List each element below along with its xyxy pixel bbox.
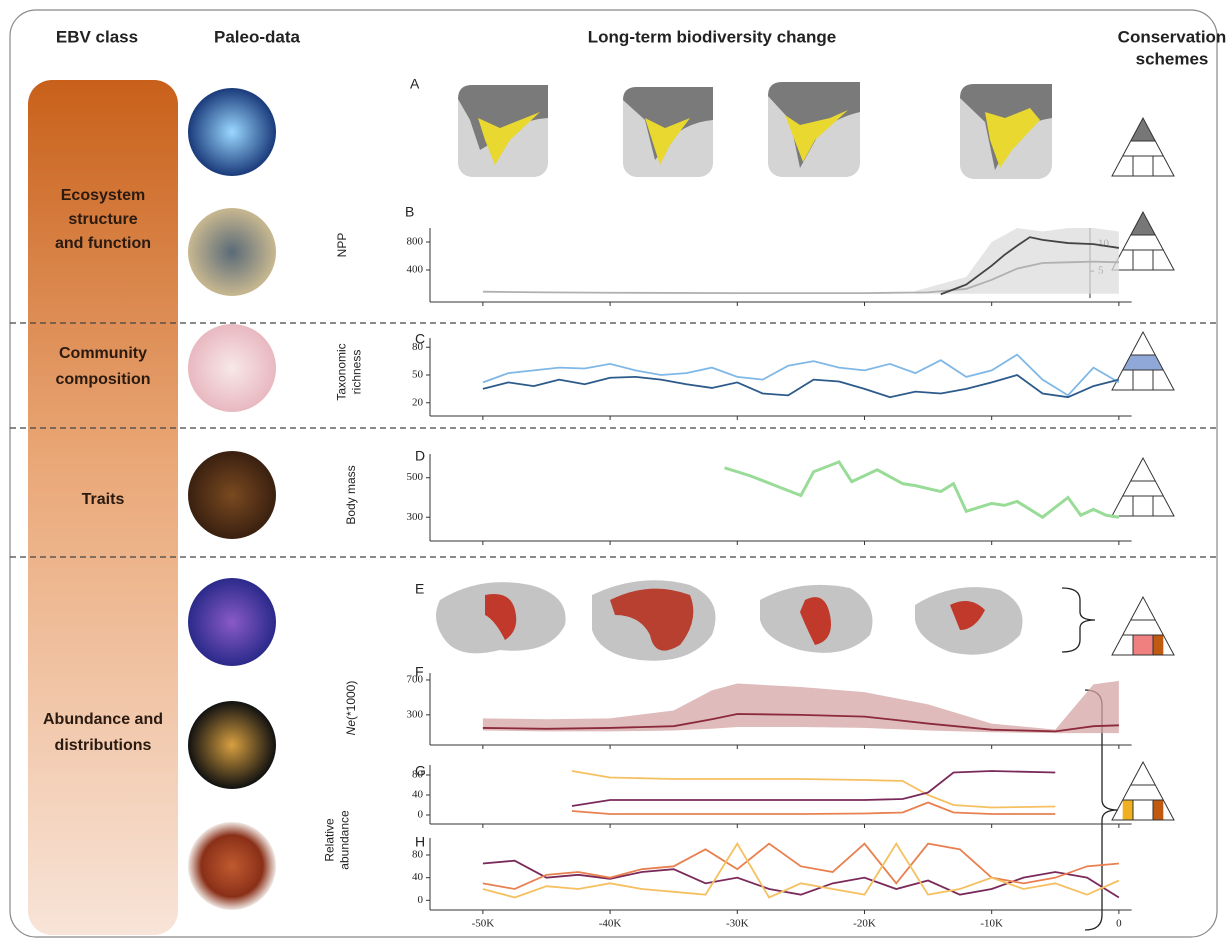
header: Long-term biodiversity change — [588, 27, 836, 46]
panel-letter: D — [415, 448, 425, 464]
series-line — [482, 260, 1119, 295]
series-line — [482, 713, 1119, 733]
series-line — [482, 842, 1119, 890]
pyramid — [1111, 116, 1175, 177]
pyramid — [1111, 760, 1175, 821]
y-axis-label-italic: Ne — [344, 720, 358, 736]
pyramid-cell — [1133, 635, 1153, 655]
brace — [1061, 587, 1096, 653]
series-line — [571, 770, 1056, 807]
series-line — [940, 236, 1120, 296]
pyramid — [1111, 456, 1175, 517]
panel-letter: E — [415, 581, 424, 597]
y-tick-label: 40 — [412, 871, 424, 883]
y-tick-label: 0 — [418, 894, 424, 906]
ebv-label: distributions — [55, 737, 152, 754]
ebv-label: Abundance and — [43, 711, 163, 728]
paleo-images — [188, 88, 276, 910]
maps-a — [458, 82, 1052, 179]
y-axis-label: Taxonomic — [335, 343, 349, 400]
pyramid — [1111, 595, 1175, 656]
y-axis-label-text: Relative — [323, 818, 337, 862]
y-tick-label: 300 — [407, 511, 424, 523]
ebv-label: Ecosystem — [61, 187, 146, 204]
y-tick-label: 800 — [407, 236, 424, 248]
x-tick-label: 0 — [1116, 918, 1122, 930]
ebv-label: Traits — [82, 491, 125, 508]
series-line — [724, 460, 1120, 520]
pyramid-cell — [1130, 212, 1156, 235]
series-line — [571, 770, 1056, 809]
pyramid-cell — [1122, 355, 1164, 370]
pyramid — [1111, 210, 1175, 271]
y-tick-label: 0 — [418, 809, 424, 821]
y-axis-label: NPP — [335, 233, 349, 258]
y-tick-label: 500 — [407, 471, 424, 483]
series-line — [482, 353, 1120, 397]
x-tick-label: -40K — [599, 918, 622, 930]
y-tick-label: 700 — [407, 674, 424, 686]
pyramid-cell — [1122, 800, 1133, 820]
y-axis-label: Relative — [323, 818, 337, 862]
ebv-label: Community — [59, 345, 147, 362]
y-tick-label: 80 — [412, 769, 424, 781]
y-axis-label: Ne(*1000) — [344, 681, 358, 736]
panel-letter: F — [415, 664, 424, 680]
y-tick-label: 80 — [412, 849, 424, 861]
header: schemes — [1136, 49, 1209, 68]
ebv-label: composition — [55, 371, 150, 388]
y-axis-label-text: NPP — [335, 233, 349, 258]
header: Paleo-data — [214, 27, 301, 46]
y-tick-label: 400 — [407, 264, 424, 276]
dividers — [10, 322, 1217, 558]
y-axis-label-text: Taxonomic — [335, 343, 349, 400]
y-tick-label: 50 — [412, 369, 424, 381]
maps-e — [436, 580, 1023, 661]
band — [915, 228, 1119, 294]
series-line — [571, 801, 1056, 815]
y-tick-label: 80 — [412, 341, 424, 353]
pyramid — [1111, 330, 1175, 391]
series-line — [482, 374, 1120, 399]
panel-letter: A — [410, 76, 420, 92]
header: EBV class — [56, 27, 138, 46]
panel-letter: B — [405, 204, 414, 220]
y-tick-label: 20 — [412, 396, 424, 408]
panel-letter: C — [415, 331, 425, 347]
y-tick-label: 300 — [407, 708, 424, 720]
pyramid-cell — [1153, 635, 1164, 655]
panel-letter: G — [415, 763, 426, 779]
header: Conservation — [1118, 27, 1227, 46]
x-tick-label: -30K — [726, 918, 749, 930]
x-tick-label: -20K — [853, 918, 876, 930]
band — [482, 680, 1119, 734]
x-tick-label: -10K — [980, 918, 1003, 930]
pyramid-cell — [1130, 118, 1156, 141]
ebv-bar — [28, 80, 178, 935]
y-axis-label-text: (*1000) — [344, 681, 358, 720]
y-tick-label: 40 — [412, 789, 424, 801]
x-tick-label: -50K — [472, 918, 495, 930]
y-axis-label-text: Body mass — [344, 465, 358, 524]
y-axis-label-text: abundance — [338, 810, 352, 870]
pyramid-cell — [1153, 800, 1164, 820]
y-axis-label: richness — [350, 350, 364, 395]
ebv-label: and function — [55, 235, 151, 252]
frame — [9, 9, 1218, 938]
series-line — [482, 841, 1120, 899]
ebv-label: structure — [68, 211, 137, 228]
y-axis-label: Body mass — [344, 465, 358, 524]
y-axis-label-text: richness — [350, 350, 364, 395]
panel-letter: H — [415, 834, 425, 850]
y-axis-label: abundance — [338, 810, 352, 870]
